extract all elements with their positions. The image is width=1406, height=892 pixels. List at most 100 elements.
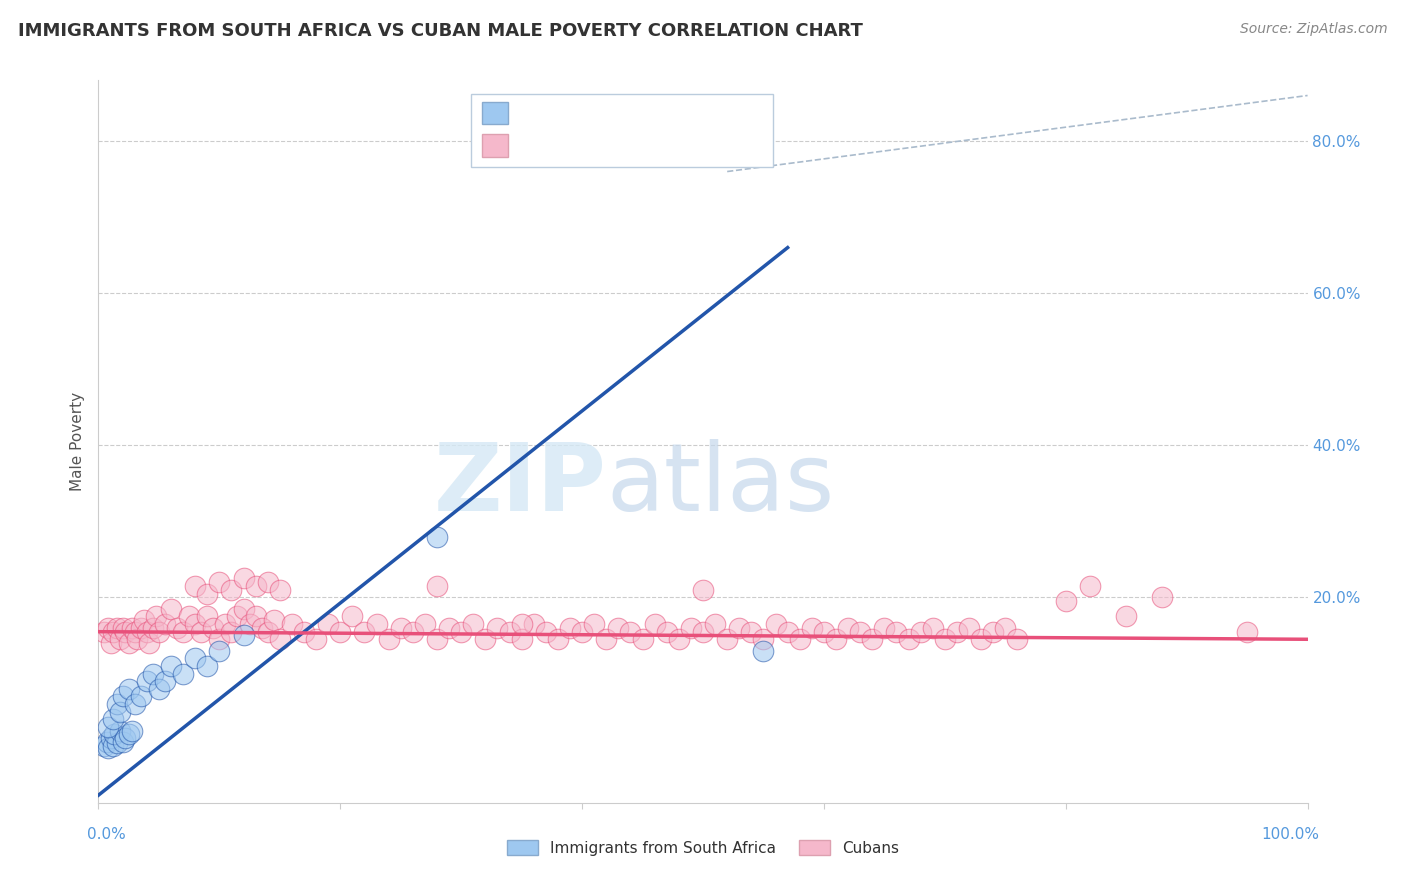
Point — [353, 624, 375, 639]
Point — [103, 727, 125, 741]
Point — [214, 617, 236, 632]
Point — [101, 624, 124, 639]
Point — [142, 666, 165, 681]
Point — [994, 621, 1017, 635]
Legend: Immigrants from South Africa, Cubans: Immigrants from South Africa, Cubans — [501, 833, 905, 862]
Point — [97, 741, 120, 756]
Point — [728, 621, 751, 635]
Point — [389, 621, 412, 635]
Point — [305, 632, 328, 647]
Point — [934, 632, 956, 647]
Text: N =: N = — [609, 136, 645, 154]
Point — [668, 632, 690, 647]
Point — [160, 602, 183, 616]
Point — [148, 624, 170, 639]
Point — [957, 621, 980, 635]
Point — [153, 617, 176, 632]
Text: ZIP: ZIP — [433, 439, 606, 531]
Text: -0.094: -0.094 — [557, 136, 616, 154]
Point — [655, 624, 678, 639]
Point — [1115, 609, 1137, 624]
Point — [269, 582, 291, 597]
Point — [250, 621, 273, 635]
Point — [437, 621, 460, 635]
Point — [105, 697, 128, 711]
Text: 32: 32 — [644, 104, 668, 122]
Point — [981, 624, 1004, 639]
Point — [111, 621, 134, 635]
Point — [571, 624, 593, 639]
Point — [124, 697, 146, 711]
Point — [692, 624, 714, 639]
Point — [413, 617, 436, 632]
Point — [329, 624, 352, 639]
Point — [1078, 579, 1101, 593]
Point — [160, 659, 183, 673]
Text: Source: ZipAtlas.com: Source: ZipAtlas.com — [1240, 22, 1388, 37]
Point — [860, 632, 883, 647]
Point — [129, 621, 152, 635]
Text: 0.815: 0.815 — [557, 104, 609, 122]
Point — [221, 582, 243, 597]
Point — [498, 624, 520, 639]
Point — [752, 632, 775, 647]
Point — [108, 705, 131, 719]
Text: atlas: atlas — [606, 439, 835, 531]
Point — [619, 624, 641, 639]
Point — [145, 609, 167, 624]
Point — [111, 690, 134, 704]
Point — [813, 624, 835, 639]
Point — [292, 624, 315, 639]
Point — [450, 624, 472, 639]
Point — [245, 609, 267, 624]
Point — [184, 579, 207, 593]
Point — [426, 579, 449, 593]
Point — [316, 617, 339, 632]
Point — [208, 643, 231, 657]
Point — [124, 624, 146, 639]
Point — [118, 681, 141, 696]
Point — [172, 624, 194, 639]
Point — [849, 624, 872, 639]
Point — [970, 632, 993, 647]
Point — [142, 621, 165, 635]
Point — [534, 624, 557, 639]
Point — [583, 617, 606, 632]
Point — [97, 720, 120, 734]
Point — [101, 712, 124, 726]
Text: IMMIGRANTS FROM SOUTH AFRICA VS CUBAN MALE POVERTY CORRELATION CHART: IMMIGRANTS FROM SOUTH AFRICA VS CUBAN MA… — [18, 22, 863, 40]
Point — [740, 624, 762, 639]
Point — [129, 690, 152, 704]
Point — [921, 621, 943, 635]
Point — [232, 602, 254, 616]
Point — [752, 643, 775, 657]
Point — [232, 628, 254, 642]
Text: R =: R = — [517, 136, 554, 154]
Point — [631, 632, 654, 647]
Point — [114, 624, 136, 639]
Point — [100, 731, 122, 746]
Point — [765, 617, 787, 632]
Point — [184, 651, 207, 665]
Point — [96, 735, 118, 749]
Point — [474, 632, 496, 647]
Point — [776, 624, 799, 639]
Point — [897, 632, 920, 647]
Point — [256, 624, 278, 639]
Point — [153, 674, 176, 689]
Point — [138, 636, 160, 650]
Point — [342, 609, 364, 624]
Point — [232, 571, 254, 585]
Point — [281, 617, 304, 632]
Point — [135, 624, 157, 639]
Point — [263, 613, 285, 627]
Point — [463, 617, 485, 632]
Point — [510, 617, 533, 632]
Point — [208, 632, 231, 647]
Point — [946, 624, 969, 639]
Point — [190, 624, 212, 639]
Point — [179, 609, 201, 624]
Point — [595, 632, 617, 647]
Point — [837, 621, 859, 635]
Point — [256, 575, 278, 590]
